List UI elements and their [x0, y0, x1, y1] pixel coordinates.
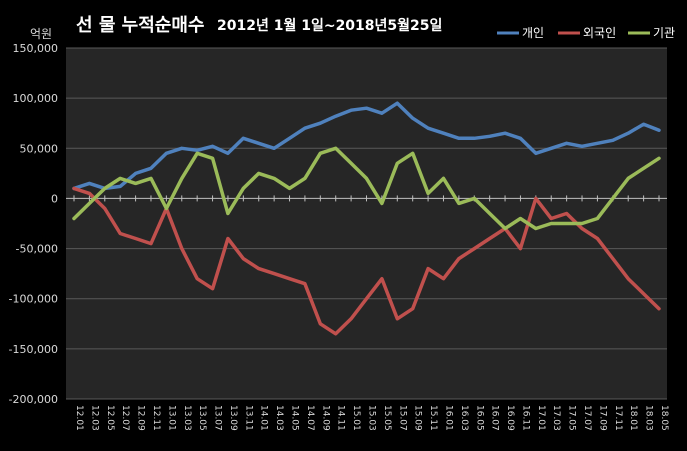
x-tick-label: 12.03: [89, 405, 99, 431]
x-tick-label: 12.11: [151, 405, 161, 431]
x-tick-label: 14.09: [320, 405, 330, 431]
x-tick-label: 17.05: [567, 405, 577, 431]
x-tick-label: 14.11: [336, 405, 346, 431]
x-axis-ticks: 12.01 12.03 12.05 12.07 12.09 12.11 13.01 13.03…: [73, 195, 669, 431]
y-tick-label: 0: [51, 192, 58, 205]
y-axis-ticks: 150,000 100,000 50,000 0 -50,000 -100,000 -150…: [9, 42, 58, 406]
x-tick-label: 12.09: [136, 405, 146, 431]
x-tick-label: 18.01: [628, 405, 638, 431]
x-tick-label: 13.11: [243, 405, 253, 431]
x-tick-label: 14.03: [274, 405, 284, 431]
x-tick-label: 12.05: [105, 405, 115, 431]
series-line-개인: [72, 101, 661, 191]
legend-label: 기관: [653, 26, 675, 40]
chart-title: 선 물 누적순매수: [76, 15, 204, 36]
x-tick-label: 15.11: [428, 405, 438, 431]
x-tick-label: 12.01: [74, 405, 84, 431]
x-tick-label: 15.03: [367, 405, 377, 431]
x-tick-label: 16.01: [443, 405, 453, 431]
x-tick-label: 17.03: [551, 405, 561, 431]
series-line-외국인: [72, 186, 661, 336]
legend-label: 개인: [522, 26, 544, 40]
y-tick-label: 150,000: [13, 42, 59, 55]
y-tick-label: -150,000: [9, 343, 58, 356]
x-tick-label: 16.05: [474, 405, 484, 431]
x-tick-label: 13.05: [197, 405, 207, 431]
x-tick-label: 13.03: [182, 405, 192, 431]
x-tick-label: 12.07: [120, 405, 130, 431]
x-tick-label: 17.11: [613, 405, 623, 431]
series-lines: [72, 101, 661, 336]
x-tick-label: 18.05: [659, 405, 669, 431]
x-tick-label: 15.05: [382, 405, 392, 431]
x-tick-label: 15.01: [351, 405, 361, 431]
series-line-기관: [72, 146, 661, 231]
y-tick-label: -100,000: [9, 293, 58, 306]
x-tick-label: 17.09: [597, 405, 607, 431]
x-tick-label: 13.09: [228, 405, 238, 431]
y-tick-label: -50,000: [16, 243, 58, 256]
x-tick-label: 17.01: [536, 405, 546, 431]
chart-subtitle: 2012년 1월 1일~2018년5월25일: [217, 17, 442, 34]
x-tick-label: 14.01: [259, 405, 269, 431]
y-tick-label: 100,000: [13, 92, 59, 105]
x-tick-label: 15.07: [397, 405, 407, 431]
x-tick-label: 13.01: [166, 405, 176, 431]
x-tick-label: 16.07: [490, 405, 500, 431]
x-tick-label: 15.09: [413, 405, 423, 431]
x-tick-label: 14.07: [305, 405, 315, 431]
x-tick-label: 14.05: [290, 405, 300, 431]
x-tick-label: 16.09: [505, 405, 515, 431]
legend: 개인 외국인 기관: [497, 26, 675, 40]
x-tick-label: 16.11: [520, 405, 530, 431]
legend-label: 외국인: [583, 26, 616, 40]
x-tick-label: 16.03: [459, 405, 469, 431]
x-tick-label: 17.07: [582, 405, 592, 431]
x-tick-label: 18.03: [644, 405, 654, 431]
y-tick-label: 50,000: [20, 142, 59, 155]
x-tick-label: 13.07: [213, 405, 223, 431]
y-tick-label: -200,000: [9, 393, 58, 406]
unit-label: 억원: [30, 27, 52, 41]
